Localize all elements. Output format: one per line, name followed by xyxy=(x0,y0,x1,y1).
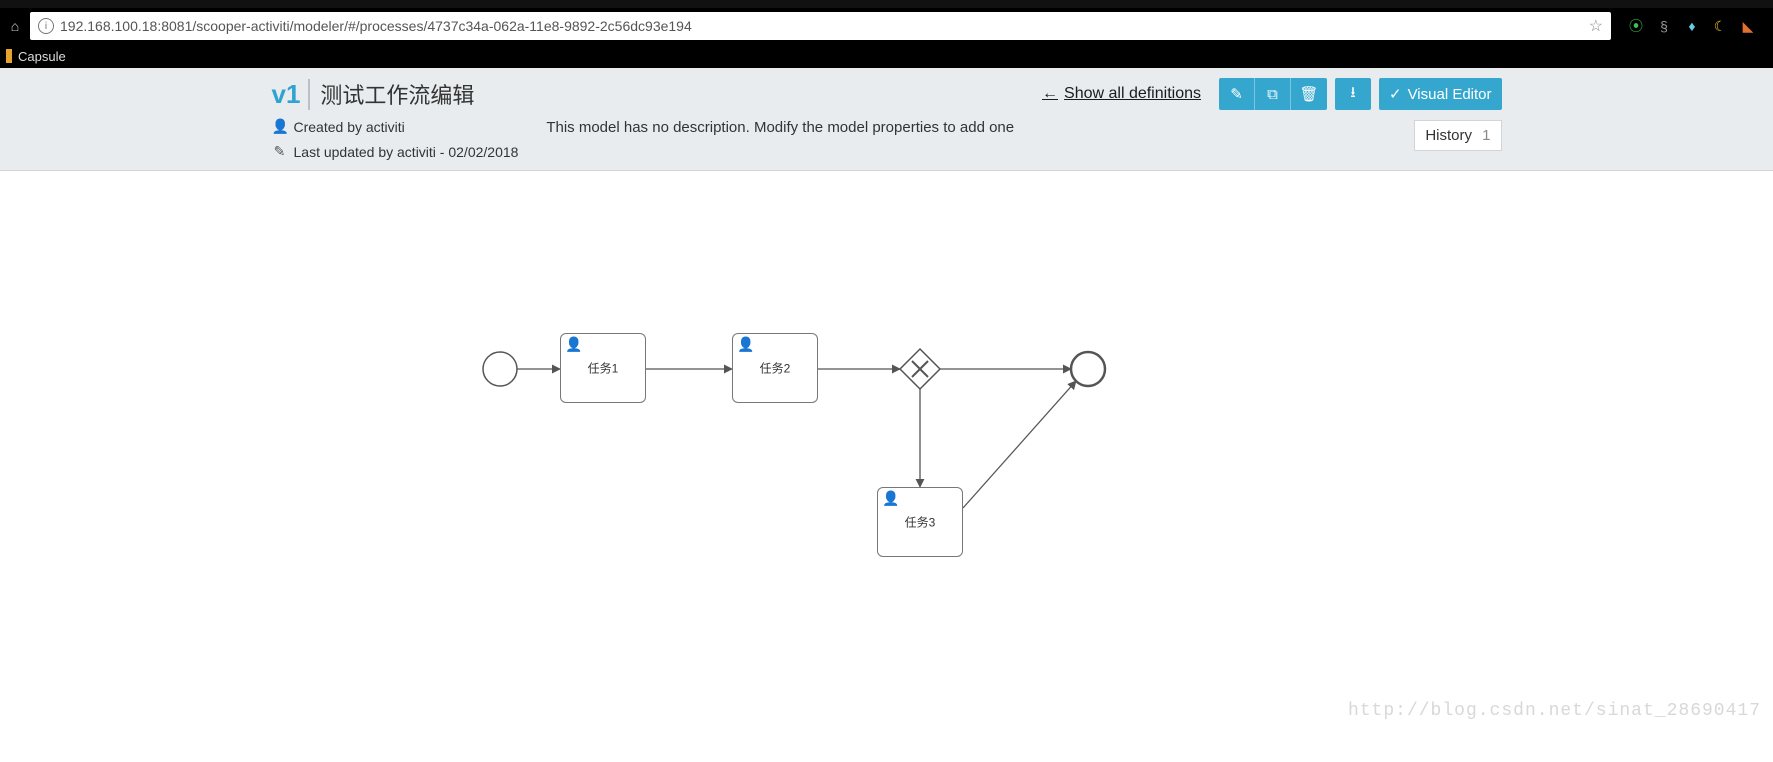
edit-button[interactable]: ✎ xyxy=(1219,78,1255,110)
toolbar-group: ✎ ⧉ 🗑 xyxy=(1219,78,1327,110)
last-updated-text: Last updated by activiti - 02/02/2018 xyxy=(294,144,519,160)
visual-editor-button[interactable]: ✓ Visual Editor xyxy=(1379,78,1502,110)
ext-icon-4[interactable]: ☾ xyxy=(1711,17,1729,35)
bookmark-favicon xyxy=(6,49,12,63)
pencil-icon: ✎ xyxy=(272,143,288,160)
delete-button[interactable]: 🗑 xyxy=(1291,78,1327,110)
task-label: 任务2 xyxy=(733,360,817,377)
user-task-task3[interactable]: 👤 任务3 xyxy=(877,487,963,557)
visual-editor-label: Visual Editor xyxy=(1408,86,1492,103)
ext-icon-2[interactable]: § xyxy=(1655,17,1673,35)
title-row: v1 测试工作流编辑 xyxy=(272,78,519,110)
last-updated-line: ✎ Last updated by activiti - 02/02/2018 xyxy=(272,143,519,160)
address-bar[interactable]: i 192.168.100.18:8081/scooper-activiti/m… xyxy=(30,12,1611,40)
user-icon: 👤 xyxy=(272,118,288,135)
app-header: v1 测试工作流编辑 👤 Created by activiti ✎ Last … xyxy=(0,68,1773,171)
check-circle-icon: ✓ xyxy=(1389,85,1402,103)
task-label: 任务3 xyxy=(878,514,962,531)
history-button[interactable]: History 1 xyxy=(1414,120,1501,151)
history-count: 1 xyxy=(1482,127,1490,144)
model-title: 测试工作流编辑 xyxy=(320,78,474,110)
user-icon: 👤 xyxy=(882,490,899,507)
ext-icon-1[interactable]: ⦿ xyxy=(1627,17,1645,35)
end-event[interactable] xyxy=(1071,352,1105,386)
browser-chrome: ⌂ i 192.168.100.18:8081/scooper-activiti… xyxy=(0,0,1773,68)
address-row: ⌂ i 192.168.100.18:8081/scooper-activiti… xyxy=(0,8,1773,44)
user-task-task2[interactable]: 👤 任务2 xyxy=(732,333,818,403)
diagram-canvas[interactable]: http://blog.csdn.net/sinat_28690417 👤 任务1… xyxy=(0,171,1773,731)
url-text: 192.168.100.18:8081/scooper-activiti/mod… xyxy=(60,18,692,34)
action-row: ← Show all definitions ✎ ⧉ 🗑 ⭳ ✓ Visual … xyxy=(1042,78,1501,110)
diagram-svg xyxy=(0,171,1773,731)
nav-home-icon[interactable]: ⌂ xyxy=(6,18,24,34)
show-all-definitions-link[interactable]: ← Show all definitions xyxy=(1042,85,1201,103)
watermark-text: http://blog.csdn.net/sinat_28690417 xyxy=(1348,701,1761,721)
extension-icons: ⦿ § ♦ ☾ ◣ xyxy=(1617,17,1767,35)
arrow-left-icon: ← xyxy=(1042,85,1058,103)
no-description-text: This model has no description. Modify th… xyxy=(546,119,1014,160)
ext-icon-3[interactable]: ♦ xyxy=(1683,17,1701,35)
model-version: v1 xyxy=(272,79,311,110)
task-label: 任务1 xyxy=(561,360,645,377)
user-icon: 👤 xyxy=(737,336,754,353)
bookmarks-bar: Capsule xyxy=(0,44,1773,68)
pencil-icon: ✎ xyxy=(1230,85,1243,103)
user-icon: 👤 xyxy=(565,336,582,353)
trash-icon: 🗑 xyxy=(1299,85,1318,103)
created-by-line: 👤 Created by activiti xyxy=(272,118,519,135)
show-all-label: Show all definitions xyxy=(1064,85,1201,103)
header-right: ← Show all definitions ✎ ⧉ 🗑 ⭳ ✓ Visual … xyxy=(1042,78,1501,160)
ext-icon-5[interactable]: ◣ xyxy=(1739,17,1757,35)
created-by-text: Created by activiti xyxy=(294,119,405,135)
download-button[interactable]: ⭳ xyxy=(1335,78,1371,110)
user-task-task1[interactable]: 👤 任务1 xyxy=(560,333,646,403)
bookmark-star-icon[interactable]: ☆ xyxy=(1589,16,1603,36)
bookmark-capsule[interactable]: Capsule xyxy=(18,49,66,64)
edge-task3-end xyxy=(963,381,1076,508)
header-left: v1 测试工作流编辑 👤 Created by activiti ✎ Last … xyxy=(272,78,519,160)
history-label: History xyxy=(1425,127,1472,144)
download-icon: ⭳ xyxy=(1350,82,1355,107)
start-event[interactable] xyxy=(483,352,517,386)
site-info-icon[interactable]: i xyxy=(38,18,54,34)
copy-icon: ⧉ xyxy=(1267,86,1278,103)
duplicate-button[interactable]: ⧉ xyxy=(1255,78,1291,110)
tabstrip xyxy=(0,0,1773,8)
